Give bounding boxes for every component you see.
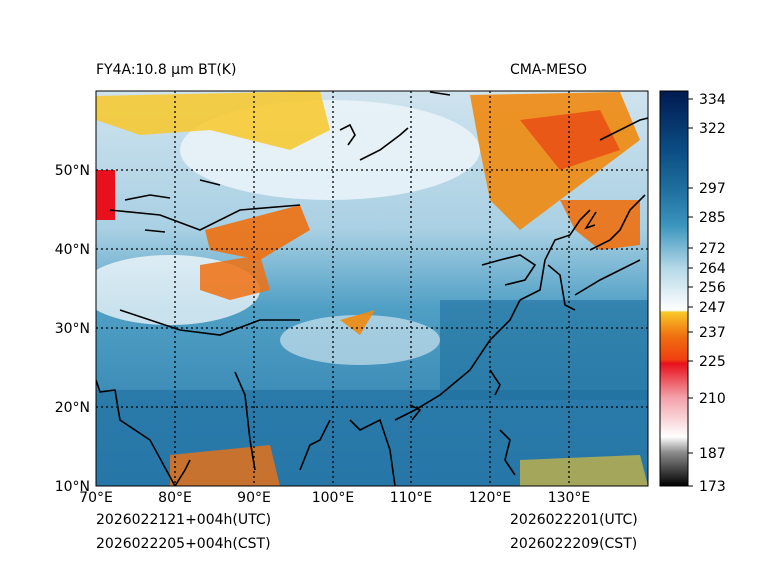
lat-tick-label: 20°N <box>55 400 90 416</box>
colorbar-tick-label: 264 <box>699 261 726 277</box>
lon-tick-label: 120°E <box>469 490 512 506</box>
colorbar <box>660 91 688 486</box>
satellite-imagery <box>96 91 648 486</box>
latitude-axis: 10°N 20°N 30°N 40°N 50°N <box>55 163 90 495</box>
coastlines <box>96 91 648 486</box>
lon-tick-label: 70°E <box>79 490 113 506</box>
init-time-utc: 2026022121+004h(UTC) <box>96 512 272 528</box>
colorbar-frame <box>659 90 689 487</box>
colorbar-ticks: 173 187 210 225 237 247 256 264 272 285 297 322 334 <box>688 92 726 495</box>
valid-time-cst: 2026022209(CST) <box>510 536 638 552</box>
colorbar-tick-label: 285 <box>699 210 726 226</box>
lon-tick-label: 90°E <box>237 490 271 506</box>
colorbar-tick-label: 297 <box>699 181 726 197</box>
longitude-axis: 70°E 80°E 90°E 100°E 110°E 120°E 130°E <box>79 490 590 506</box>
colorbar-tick-label: 334 <box>699 92 726 108</box>
colorbar-tick-label: 187 <box>699 446 726 462</box>
init-time-cst: 2026022205+004h(CST) <box>96 536 271 552</box>
lon-tick-label: 80°E <box>158 490 192 506</box>
valid-time-utc: 2026022201(UTC) <box>510 512 638 528</box>
lon-tick-label: 130°E <box>548 490 591 506</box>
colorbar-tick-label: 210 <box>699 391 726 407</box>
lat-tick-label: 40°N <box>55 242 90 258</box>
colorbar-tick-label: 225 <box>699 354 726 370</box>
lon-tick-label: 100°E <box>312 490 355 506</box>
lat-tick-label: 30°N <box>55 321 90 337</box>
colorbar-tick-label: 256 <box>699 280 726 296</box>
colorbar-tick-label: 247 <box>699 300 726 316</box>
model-name: CMA-MESO <box>510 62 588 78</box>
graticule <box>96 91 648 486</box>
colorbar-tick-label: 322 <box>699 121 726 137</box>
lat-tick-label: 10°N <box>55 479 90 495</box>
lon-tick-label: 110°E <box>390 490 433 506</box>
product-title: FY4A:10.8 µm BT(K) <box>96 62 237 78</box>
colorbar-tick-label: 272 <box>699 241 726 257</box>
colorbar-tick-label: 237 <box>699 325 726 341</box>
colorbar-tick-label: 173 <box>699 479 726 495</box>
lat-tick-label: 50°N <box>55 163 90 179</box>
map-frame <box>95 90 649 487</box>
